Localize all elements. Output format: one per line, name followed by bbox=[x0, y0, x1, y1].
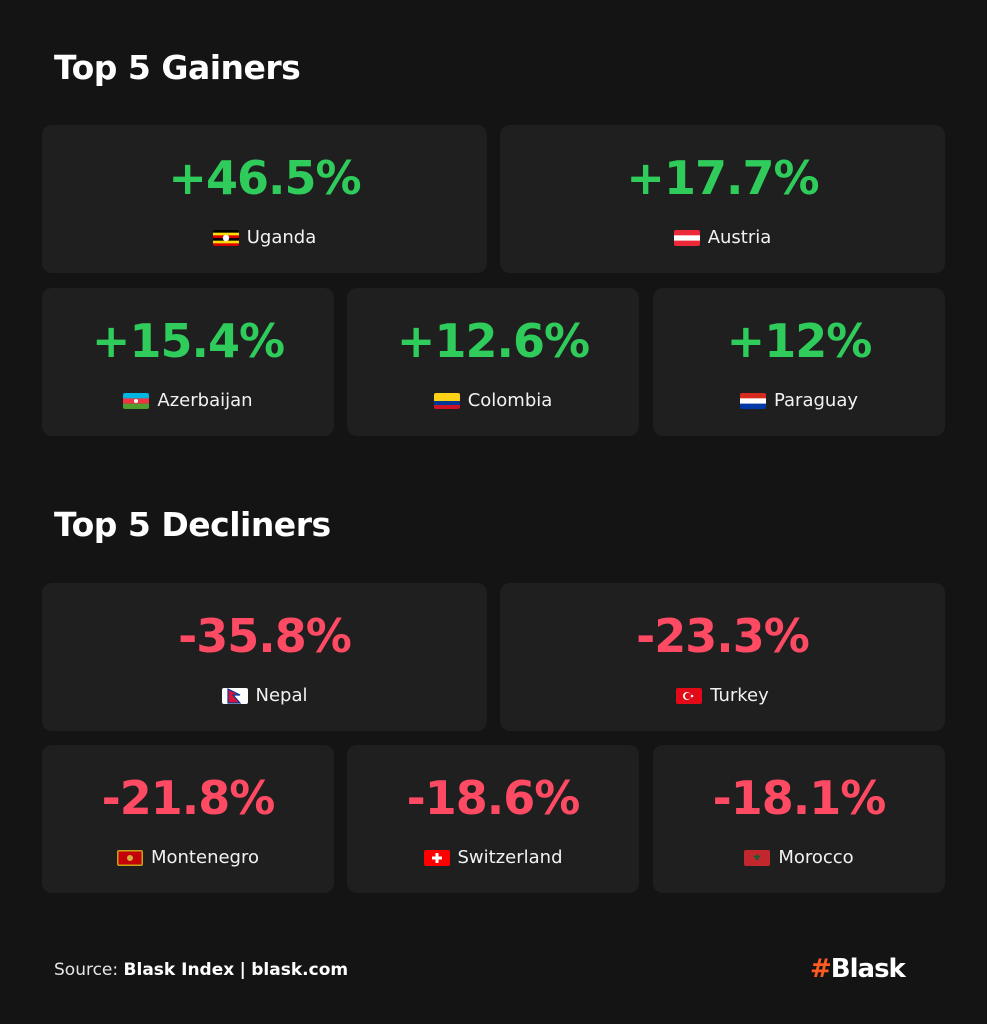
country-name: Nepal bbox=[255, 685, 308, 706]
country-row: Azerbaijan bbox=[42, 390, 334, 411]
logo-name: Blask bbox=[830, 954, 906, 984]
country-row: Montenegro bbox=[42, 847, 334, 868]
flag bbox=[221, 687, 248, 704]
flag bbox=[116, 849, 143, 866]
change-value: +15.4% bbox=[91, 314, 285, 368]
country-row: Switzerland bbox=[347, 847, 639, 868]
country-name: Turkey bbox=[710, 685, 769, 706]
card: +46.5% Uganda bbox=[42, 125, 487, 273]
logo: #Blask bbox=[810, 954, 906, 984]
change-value: +46.5% bbox=[168, 151, 361, 205]
change-value: +12% bbox=[726, 314, 873, 368]
flag bbox=[212, 229, 239, 246]
card: +12% Paraguay bbox=[653, 288, 945, 436]
separator: | bbox=[239, 960, 246, 980]
flag bbox=[744, 849, 771, 866]
country-name: Azerbaijan bbox=[157, 390, 253, 411]
change-value: -21.8% bbox=[101, 771, 276, 825]
change-value: -18.1% bbox=[712, 771, 887, 825]
footer: Source: Blask Index | blask.com bbox=[54, 960, 348, 980]
card: -21.8% Montenegro bbox=[42, 745, 334, 893]
country-name: Uganda bbox=[246, 227, 317, 248]
country-name: Switzerland bbox=[457, 847, 563, 868]
country-row: Colombia bbox=[347, 390, 639, 411]
flag bbox=[676, 687, 703, 704]
flag bbox=[123, 392, 150, 409]
country-row: Turkey bbox=[500, 685, 945, 706]
country-row: Austria bbox=[500, 227, 945, 248]
change-value: -23.3% bbox=[636, 609, 810, 663]
country-row: Morocco bbox=[653, 847, 945, 868]
country-name: Montenegro bbox=[150, 847, 259, 868]
country-row: Uganda bbox=[42, 227, 487, 248]
change-value: +12.6% bbox=[396, 314, 590, 368]
section-title: Top 5 Gainers bbox=[54, 48, 301, 87]
card: -18.1% Morocco bbox=[653, 745, 945, 893]
country-name: Austria bbox=[707, 227, 772, 248]
flag bbox=[423, 849, 450, 866]
country-row: Paraguay bbox=[653, 390, 945, 411]
logo-mark: # bbox=[810, 954, 832, 984]
card: -18.6% Switzerland bbox=[347, 745, 639, 893]
source-label: Source: bbox=[54, 960, 119, 980]
country-name: Colombia bbox=[467, 390, 553, 411]
country-name: Morocco bbox=[778, 847, 854, 868]
flag bbox=[433, 392, 460, 409]
flag bbox=[739, 392, 766, 409]
section-title: Top 5 Decliners bbox=[54, 505, 331, 544]
change-value: -18.6% bbox=[406, 771, 581, 825]
card: -23.3% Turkey bbox=[500, 583, 945, 731]
card: +12.6% Colombia bbox=[347, 288, 639, 436]
card: +17.7% Austria bbox=[500, 125, 945, 273]
site[interactable]: blask.com bbox=[251, 960, 349, 980]
country-name: Paraguay bbox=[773, 390, 859, 411]
country-row: Nepal bbox=[42, 685, 487, 706]
card: -35.8% Nepal bbox=[42, 583, 487, 731]
flag bbox=[673, 229, 700, 246]
card: +15.4% Azerbaijan bbox=[42, 288, 334, 436]
change-value: +17.7% bbox=[626, 151, 819, 205]
source: Blask Index bbox=[123, 960, 235, 980]
change-value: -35.8% bbox=[178, 609, 352, 663]
